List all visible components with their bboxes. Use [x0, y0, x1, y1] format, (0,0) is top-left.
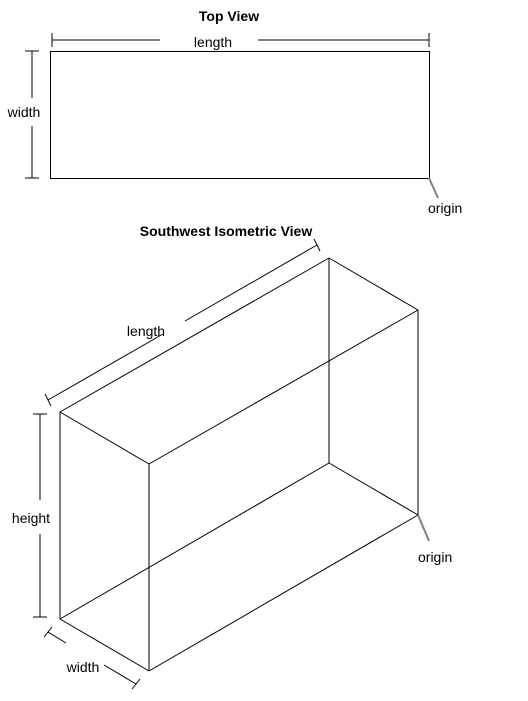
iso-width-tick-left: [43, 626, 53, 638]
iso-origin-leader: [417, 514, 430, 542]
isometric-view: Southwest Isometric View le: [12, 223, 452, 690]
top-origin-label: origin: [428, 200, 462, 216]
iso-width-tick-right: [131, 678, 141, 690]
iso-height-label: height: [12, 510, 50, 526]
iso-width-dimension: width: [43, 626, 141, 690]
iso-width-line-lower: [103, 664, 137, 685]
top-view-title: Top View: [199, 8, 259, 24]
top-width-dimension: width: [7, 50, 41, 179]
iso-length-dimension: length: [44, 238, 321, 407]
top-length-label: length: [194, 34, 232, 50]
iso-length-tick-right: [313, 238, 321, 252]
top-width-label: width: [7, 104, 41, 120]
iso-edge-bottom-front-left: [59, 618, 150, 672]
top-view: Top View length width origin: [7, 8, 463, 216]
iso-length-line-lower: [47, 333, 164, 401]
iso-view-title: Southwest Isometric View: [140, 223, 313, 239]
iso-edge-top-back-left: [59, 257, 330, 413]
iso-origin-label: origin: [418, 549, 452, 565]
iso-width-line-upper: [47, 631, 67, 644]
iso-edge-bottom-front-right: [148, 514, 419, 672]
top-origin-leader: [428, 177, 439, 199]
iso-edge-bottom-back-left: [59, 462, 330, 620]
iso-edge-bottom-back-right: [328, 462, 419, 516]
iso-edge-top-front-left: [59, 411, 150, 465]
iso-length-tick-left: [44, 393, 52, 407]
iso-edge-top-front-right: [148, 309, 419, 465]
top-length-dimension: length: [51, 33, 430, 50]
isometric-box: [59, 257, 419, 672]
iso-length-line-upper: [184, 244, 318, 322]
iso-length-label: length: [127, 323, 165, 339]
iso-edge-top-back-right: [328, 257, 419, 311]
iso-height-dimension: height: [12, 413, 50, 618]
top-view-rectangle: [50, 51, 430, 179]
iso-width-label: width: [66, 659, 100, 675]
